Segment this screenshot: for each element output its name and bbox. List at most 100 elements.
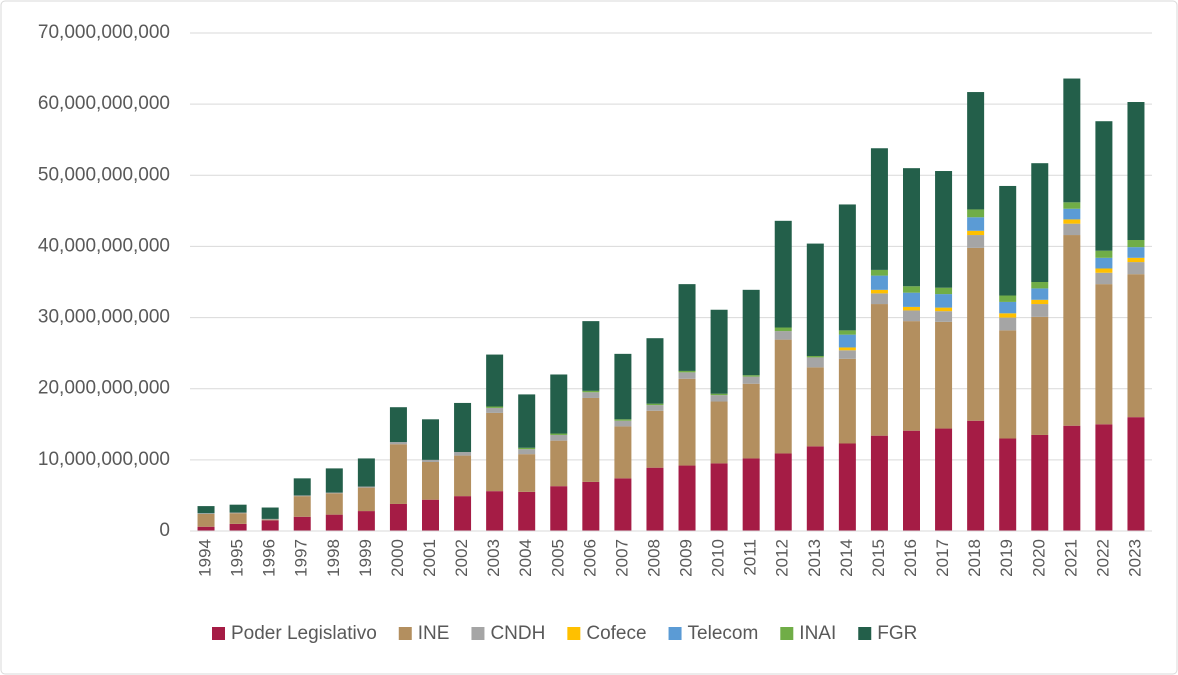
- bar-segment: [357, 487, 375, 512]
- bar-segment: [870, 289, 888, 294]
- bar-segment: [614, 420, 632, 427]
- x-tick-label: 1997: [292, 539, 311, 577]
- bar-segment: [261, 519, 279, 521]
- bar-segment: [678, 370, 696, 373]
- x-tick-label: 2002: [452, 539, 471, 577]
- bar-segment: [518, 394, 536, 448]
- x-tick-label: 2014: [837, 539, 856, 577]
- x-tick-label: 2023: [1125, 539, 1144, 577]
- bar-segment: [646, 467, 664, 531]
- bar-segment: [870, 435, 888, 531]
- bar-segment: [806, 367, 824, 447]
- x-tick-label: 1994: [196, 539, 215, 577]
- bar-segment: [325, 468, 343, 493]
- bar-segment: [389, 407, 407, 443]
- x-tick-label: 2019: [997, 539, 1016, 577]
- bar-segment: [1127, 417, 1145, 531]
- bar-segment: [967, 235, 985, 248]
- bar-segment: [614, 426, 632, 479]
- bar-segment: [838, 350, 856, 359]
- bar-segment: [710, 309, 728, 394]
- bar-segment: [838, 204, 856, 331]
- bar-segment: [678, 372, 696, 379]
- y-tick-label: 70,000,000,000: [38, 22, 170, 43]
- bar-segment: [838, 358, 856, 444]
- bar-segment: [582, 397, 600, 482]
- bar-segment: [550, 433, 568, 435]
- bar-segment: [870, 275, 888, 290]
- bar-segment: [838, 443, 856, 531]
- bar-segment: [357, 511, 375, 531]
- x-tick-label: 2020: [1029, 539, 1048, 577]
- bar-segment: [903, 286, 920, 293]
- bar-segment: [999, 438, 1017, 531]
- bar-segment: [1095, 268, 1113, 273]
- bar-segment: [1095, 121, 1113, 251]
- bar-segment: [550, 374, 568, 434]
- bar-segment: [646, 410, 664, 468]
- bar-segment: [935, 294, 953, 308]
- bar-segment: [357, 486, 375, 488]
- legend-label: FGR: [877, 623, 917, 644]
- x-tick-label: 1998: [324, 539, 343, 577]
- bar-segment: [646, 338, 664, 404]
- bar-segment: [870, 293, 888, 305]
- bar-segment: [1063, 425, 1081, 531]
- bar-segment: [742, 458, 760, 531]
- bar-segment: [454, 402, 472, 453]
- bar-segment: [518, 449, 536, 455]
- y-tick-label: 10,000,000,000: [38, 449, 170, 470]
- legend-label: INAI: [799, 623, 836, 644]
- bar-segment: [550, 434, 568, 441]
- x-tick-label: 2018: [965, 539, 984, 577]
- x-tick-label: 2017: [933, 539, 952, 577]
- bar-segment: [261, 507, 279, 519]
- bar-segment: [293, 516, 311, 531]
- legend-swatch: [668, 627, 682, 640]
- bar-segment: [774, 327, 792, 332]
- legend-label: Cofece: [586, 623, 646, 644]
- bar-segment: [1031, 288, 1049, 300]
- bar-segment: [999, 295, 1017, 302]
- x-tick-label: 2021: [1061, 539, 1080, 577]
- bar-segment: [999, 301, 1017, 314]
- y-tick-label: 60,000,000,000: [38, 93, 170, 114]
- bar-segment: [1127, 257, 1145, 263]
- bar-segment: [389, 444, 407, 504]
- bar-segment: [967, 217, 985, 231]
- bar-segment: [389, 503, 407, 531]
- bar-segment: [710, 401, 728, 464]
- x-tick-label: 1999: [356, 539, 375, 577]
- x-tick-label: 2016: [901, 539, 920, 577]
- bar-segment: [1095, 424, 1113, 531]
- bar-segment: [806, 357, 824, 368]
- bar-segment: [229, 504, 247, 513]
- bar-segment: [582, 392, 600, 398]
- bar-segment: [806, 243, 824, 356]
- bar-segment: [229, 513, 247, 524]
- bar-segment: [325, 514, 343, 531]
- bar-segment: [1095, 250, 1113, 258]
- bar-segment: [1031, 304, 1049, 317]
- y-tick-label: 0: [159, 520, 170, 541]
- x-tick-label: 2005: [548, 539, 567, 577]
- bar-segment: [582, 321, 600, 391]
- bar-segment: [454, 455, 472, 497]
- bar-segment: [678, 284, 696, 371]
- bar-segment: [550, 486, 568, 531]
- bar-segment: [582, 481, 600, 531]
- bar-segment: [742, 376, 760, 384]
- bar-segment: [999, 185, 1017, 296]
- bar-segment: [614, 419, 632, 421]
- legend-label: Poder Legislativo: [231, 623, 377, 644]
- x-tick-label: 2011: [741, 539, 760, 576]
- bar-segment: [518, 447, 536, 450]
- bar-segment: [422, 459, 439, 462]
- bar-segment: [999, 313, 1017, 318]
- bar-segment: [1095, 257, 1113, 269]
- bar-segment: [422, 499, 439, 531]
- bar-segment: [325, 492, 343, 494]
- x-tick-label: 2013: [805, 539, 824, 577]
- bar-segment: [1127, 274, 1145, 418]
- bar-segment: [870, 304, 888, 436]
